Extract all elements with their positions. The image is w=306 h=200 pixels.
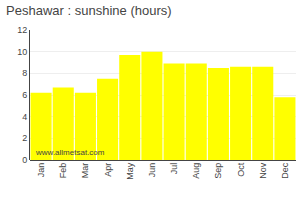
svg-text:6: 6: [22, 90, 27, 100]
svg-text:Peshawar : sunshine (hours): Peshawar : sunshine (hours): [6, 3, 171, 18]
svg-text:4: 4: [22, 112, 27, 122]
svg-text:Mar: Mar: [80, 163, 90, 179]
svg-text:Nov: Nov: [258, 162, 268, 179]
svg-text:0: 0: [22, 155, 27, 165]
svg-text:2: 2: [22, 133, 27, 143]
svg-text:Jul: Jul: [169, 163, 179, 175]
svg-text:Aug: Aug: [191, 163, 201, 179]
svg-text:8: 8: [22, 68, 27, 78]
svg-text:12: 12: [17, 25, 27, 35]
svg-text:Apr: Apr: [103, 163, 113, 177]
svg-text:Oct: Oct: [236, 162, 246, 177]
svg-text:Dec: Dec: [280, 162, 290, 179]
svg-text:10: 10: [17, 47, 27, 57]
svg-text:Jun: Jun: [147, 163, 157, 178]
svg-text:Sep: Sep: [213, 163, 223, 179]
svg-text:May: May: [125, 162, 135, 180]
svg-text:www.allmetsat.com: www.allmetsat.com: [35, 148, 105, 157]
svg-text:Jan: Jan: [36, 163, 46, 178]
svg-text:Feb: Feb: [58, 163, 68, 179]
